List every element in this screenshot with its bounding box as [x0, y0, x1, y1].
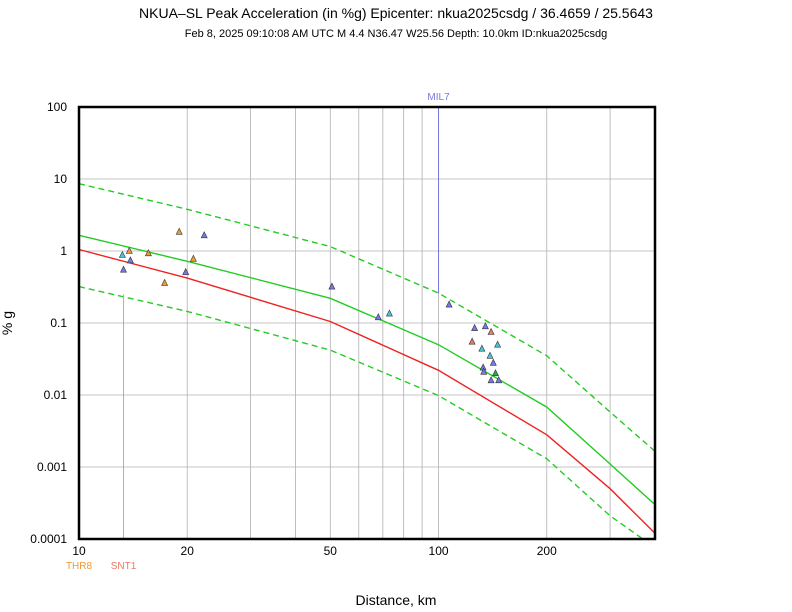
station-marker: [486, 351, 494, 359]
station-marker: [200, 231, 208, 239]
station-marker: [126, 256, 134, 264]
station-marker: [489, 358, 497, 366]
station-marker: [445, 300, 453, 308]
y-tick-labels: 0.0001 0.001 0.01 0.1 1 10 100: [30, 100, 67, 546]
station-label-snt1: SNT1: [111, 561, 137, 572]
x-tick-label: 50: [324, 544, 338, 558]
y-tick-label: 0.1: [50, 316, 67, 330]
upper-bound-curve: [78, 183, 656, 452]
x-tick-label: 200: [537, 544, 557, 558]
y-tick-label: 0.0001: [30, 532, 67, 546]
chart-subtitle: Feb 8, 2025 09:10:08 AM UTC M 4.4 N36.47…: [185, 28, 608, 40]
station-marker: [487, 376, 495, 384]
alternate-model-curve: [78, 248, 656, 534]
station-marker: [328, 282, 336, 290]
station-marker: [120, 265, 127, 273]
station-marker: [118, 250, 126, 258]
station-label-thr8: THR8: [66, 561, 93, 572]
station-marker: [494, 340, 502, 348]
station-marker: [182, 267, 190, 275]
y-tick-label: 0.01: [44, 388, 68, 402]
station-labels: MIL7 THR8 SNT1: [66, 92, 450, 572]
grid-layer: [78, 106, 656, 540]
median-gmpe-curve: [78, 234, 656, 506]
station-marker: [385, 309, 393, 317]
x-tick-label: 10: [72, 544, 86, 558]
station-marker: [481, 322, 489, 330]
station-marker: [175, 227, 183, 235]
station-lines-layer: [123, 107, 440, 539]
chart-title: NKUA–SL Peak Acceleration (in %g) Epicen…: [139, 5, 653, 21]
station-marker: [189, 254, 197, 262]
station-marker: [480, 367, 488, 375]
x-tick-label: 20: [181, 544, 195, 558]
station-marker: [144, 249, 152, 257]
y-axis-label: % g: [0, 311, 15, 335]
station-label-mil7: MIL7: [427, 92, 450, 103]
y-tick-label: 100: [47, 100, 67, 114]
curves-layer: [78, 183, 656, 540]
x-tick-label: 100: [429, 544, 449, 558]
y-tick-label: 0.001: [37, 460, 67, 474]
y-tick-label: 10: [54, 172, 68, 186]
station-marker: [468, 337, 476, 345]
station-marker: [487, 327, 495, 335]
station-marker: [492, 369, 499, 377]
plot-frame: [77, 105, 657, 541]
station-marker: [471, 323, 479, 331]
y-tick-label: 1: [60, 244, 67, 258]
x-tick-labels: 10 20 50 100 200: [72, 544, 557, 558]
station-marker: [125, 246, 133, 254]
lower-bound-curve: [78, 285, 644, 540]
station-marker: [374, 313, 382, 321]
x-axis-label: Distance, km: [356, 592, 437, 608]
station-marker: [495, 376, 503, 384]
station-marker: [478, 344, 486, 352]
stations-layer: [118, 227, 503, 384]
station-marker: [161, 278, 169, 286]
